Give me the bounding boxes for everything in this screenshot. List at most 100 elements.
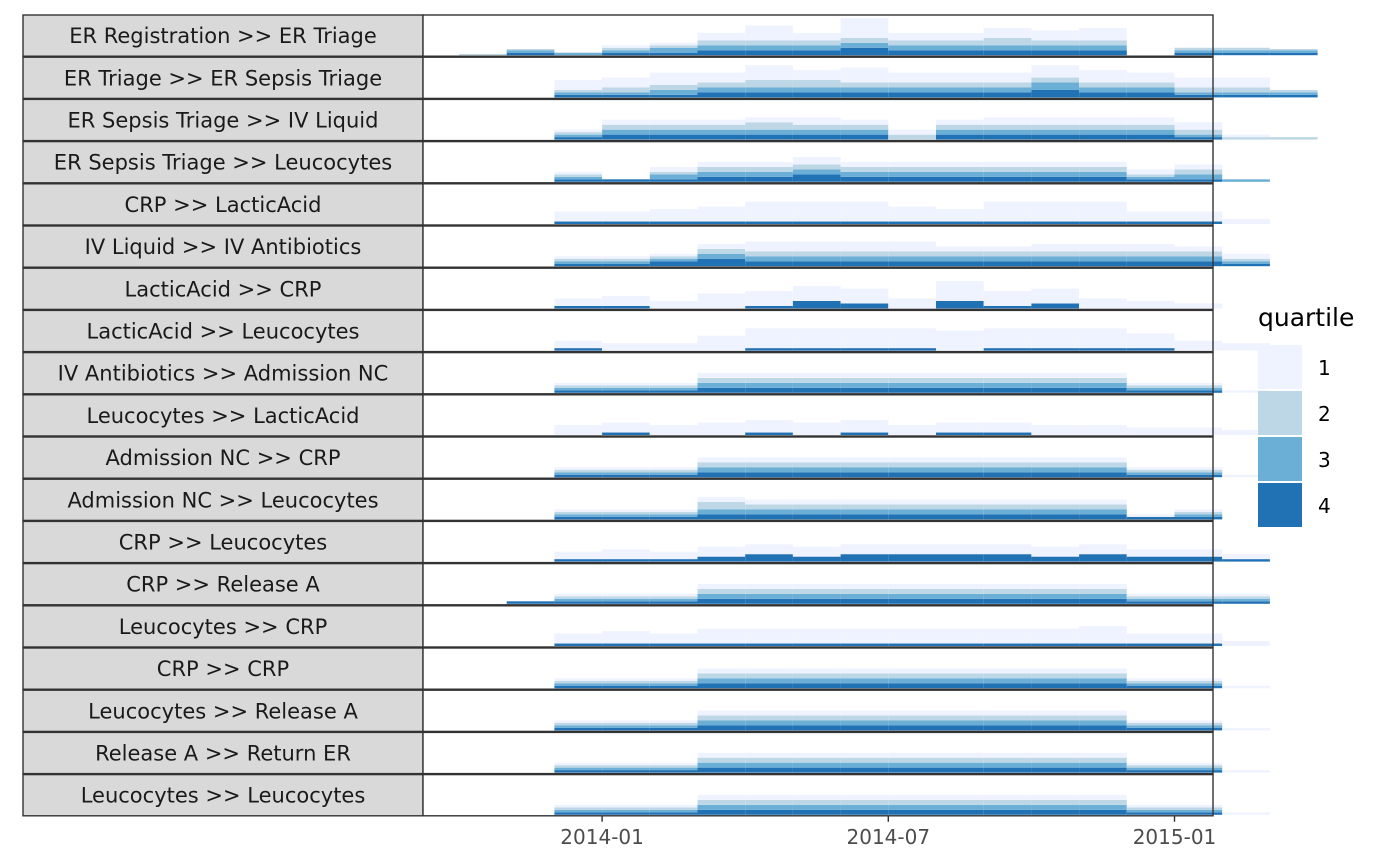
histogram-bar [602,596,650,599]
histogram-bar [1222,253,1270,259]
histogram-bar [888,251,936,257]
histogram-bar [649,129,698,135]
histogram-bar [1174,164,1223,170]
histogram-bar [1031,809,1080,815]
histogram-bar [983,720,1032,726]
histogram-bar [649,474,698,478]
histogram-bar [888,92,936,98]
histogram-bar [936,678,984,684]
histogram-bar [649,343,698,351]
histogram-bar [1031,757,1080,763]
histogram-bar [1126,92,1175,98]
histogram-bar [888,683,936,689]
histogram-bar [649,812,698,815]
histogram-bar [983,472,1032,478]
histogram-bar [1079,166,1127,172]
histogram-bar [1174,47,1223,51]
histogram-bar [1174,809,1223,813]
histogram-bar [1126,727,1175,731]
histogram-bar [1079,673,1127,679]
histogram-bar [888,45,936,51]
histogram-bar [792,348,841,351]
histogram-bar [1174,87,1223,93]
histogram-bar [554,382,603,386]
histogram-bar [697,757,746,763]
histogram-bar [649,261,698,267]
histogram-bar [1126,809,1175,813]
histogram-bar [1174,516,1223,520]
histogram-bar [602,256,650,259]
histogram-bar [936,432,984,435]
histogram-bar [1031,45,1080,51]
histogram-bar [1174,169,1223,175]
histogram-bar [792,757,841,763]
histogram-bar [1031,678,1080,684]
histogram-bar [1031,77,1080,83]
histogram-bar [745,794,793,800]
histogram-bar [649,385,698,388]
facet-strip-label: IV Antibiotics >> Admission NC [58,362,389,386]
histogram-bar [1079,70,1127,83]
facet-row: Leucocytes >> Release A [22,689,1270,733]
histogram-bar [1031,124,1080,130]
histogram-bar [1079,27,1127,41]
histogram-bar [1031,50,1080,56]
histogram-bar [554,174,603,177]
histogram-bar [840,161,889,167]
histogram-bar [649,643,698,646]
histogram-bar [554,551,603,560]
histogram-bar [1174,472,1223,475]
histogram-bar [554,221,603,224]
histogram-bar [936,804,984,810]
histogram-bar [602,50,650,53]
histogram-bar [1126,601,1175,604]
facet-panel-border [422,98,1214,142]
histogram-bar [1079,626,1127,644]
facet-row: Admission NC >> Leucocytes [22,478,1223,522]
histogram-bar [602,643,650,646]
histogram-bar [1174,303,1223,309]
histogram-bar [554,211,603,222]
histogram-bar [554,80,603,90]
histogram-bar [936,300,984,309]
histogram-bar [1031,82,1080,90]
facet-panel-border [422,351,1214,395]
facet-strip-label: Admission NC >> Leucocytes [67,488,378,512]
histogram-bar [1174,725,1223,728]
histogram-bar [697,668,746,674]
histogram-bar [792,710,841,716]
histogram-bar [1222,94,1270,98]
histogram-bar [1126,474,1175,478]
histogram-bar [1126,251,1175,257]
histogram-bar [602,119,650,125]
histogram-bar [983,176,1032,182]
histogram-bar [983,261,1032,267]
facet-strip-label: LacticAcid >> CRP [125,277,322,301]
histogram-bar [792,499,841,505]
histogram-bar [983,457,1032,463]
histogram-bar [697,243,746,249]
histogram-bar [554,633,603,644]
histogram-bar [697,293,746,309]
histogram-bar [1031,715,1080,721]
histogram-bar [1174,633,1223,644]
histogram-bar [1174,77,1223,88]
histogram-bar [1079,804,1127,810]
histogram-bar [649,593,698,597]
histogram-bar [649,72,698,85]
histogram-bar [602,804,650,808]
facet-panel-border [422,689,1214,733]
histogram-bar [554,722,603,726]
histogram-bar [888,161,936,167]
histogram-bar [1174,340,1223,351]
histogram-bar [792,504,841,510]
histogram-bar [792,556,841,562]
histogram-bar [1126,812,1175,815]
histogram-bar [1126,261,1175,267]
histogram-bar [554,390,603,393]
histogram-bar [1031,457,1080,463]
histogram-bar [936,82,984,88]
histogram-bar [1079,593,1127,599]
histogram-bar [745,725,793,731]
histogram-bar [649,89,698,95]
